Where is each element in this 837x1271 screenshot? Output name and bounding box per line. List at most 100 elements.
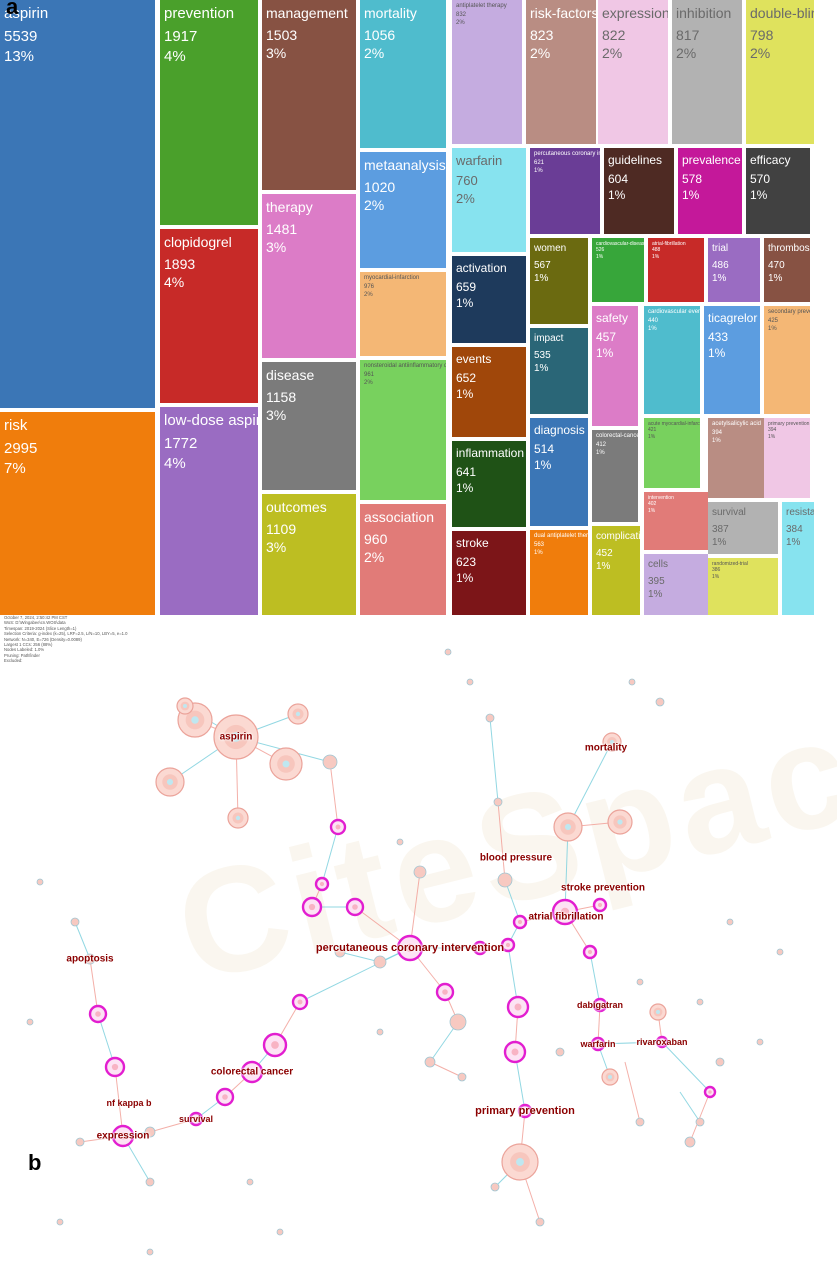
treemap-tile-warfarin: warfarin 760 2%: [452, 148, 526, 252]
panel-b-label: b: [28, 1150, 42, 1175]
treemap-tile-label: cardiovascular-disease: [596, 241, 644, 247]
treemap-tile-percent: 2%: [364, 549, 385, 566]
treemap-tile-label: survival: [712, 507, 746, 518]
network-label-atrial-fibrillation: atrial fibrillation: [528, 911, 604, 923]
treemap-tile-value: 641: [456, 465, 477, 479]
network-node-small: [555, 1047, 565, 1057]
treemap-tile-value: 514: [534, 442, 555, 456]
meta-line: Timespan: 2019-2024 (Slice Length=1): [4, 625, 77, 631]
treemap-tile-value: 425: [768, 317, 779, 324]
network-node-core: [119, 1132, 127, 1140]
treemap-tile-label: complications: [596, 531, 640, 542]
treemap-tile-percent: 1%: [750, 188, 768, 203]
meta-line: Nodes Labeled: 1.0%: [4, 647, 45, 653]
treemap-tile-value: 567: [534, 259, 551, 271]
network-node-small: [146, 1248, 154, 1256]
treemap-tile-inflammation: inflammation 641 1%: [452, 441, 526, 527]
treemap-tile-percent: 1%: [596, 561, 611, 572]
network-node-core: [514, 1003, 522, 1011]
network-node-small: [493, 797, 503, 807]
network-node-small: [334, 946, 346, 958]
network-node-small: [636, 978, 644, 986]
panel-a-label: a: [6, 0, 19, 19]
treemap-tile-percent: 1%: [768, 273, 783, 284]
treemap-tile-value: 659: [456, 280, 477, 294]
network-node-small: [490, 1182, 500, 1192]
network-node-core: [597, 1002, 603, 1008]
treemap-tile-label: percutaneous coronary intervention: [534, 151, 600, 157]
treemap-tile-percent: 1%: [456, 387, 474, 402]
treemap-tile-label: cells: [648, 559, 669, 570]
treemap-tile-percent: 1%: [712, 437, 721, 444]
treemap-tile-value: 452: [596, 547, 613, 559]
treemap-tile-women: women 567 1%: [530, 238, 588, 324]
treemap-tile-label: stroke: [456, 536, 489, 550]
treemap-tile-percent: 3%: [266, 407, 287, 424]
treemap-tile-label: thrombosis: [768, 243, 810, 254]
network-label-dabigatran: dabigatran: [576, 1000, 624, 1010]
treemap-tile-percent: 1%: [768, 325, 777, 332]
treemap-tile-percent: 4%: [164, 274, 185, 291]
treemap-tile-percent: 3%: [266, 539, 287, 556]
network-edge: [689, 1091, 711, 1143]
treemap-tile-percent: 2%: [676, 45, 697, 62]
treemap-tile-value: 387: [712, 523, 729, 535]
treemap-tile-value: 386: [712, 567, 721, 574]
meta-line: Excluded:: [4, 658, 23, 664]
network-node-core: [235, 815, 241, 821]
network-edge: [589, 951, 601, 1006]
treemap-tile-label: diagnosis: [534, 423, 585, 437]
network-node-core: [111, 1063, 119, 1071]
network-node-core: [193, 1116, 199, 1122]
treemap-tile-label: warfarin: [456, 153, 503, 168]
network-node-small: [715, 1057, 725, 1067]
treemap-tile-risk: risk 2995 7%: [0, 412, 155, 615]
network-node-small: [70, 917, 80, 927]
network-node-core: [522, 1108, 528, 1114]
network-node-core: [587, 949, 593, 955]
treemap-tile-percent: 1%: [608, 188, 626, 203]
network-label-mortality: mortality: [584, 742, 628, 754]
network-node-small: [373, 955, 387, 969]
treemap-tile-label: impact: [534, 333, 564, 344]
network-node-core: [660, 1040, 664, 1044]
network-graph: [26, 648, 784, 1256]
treemap-tile-management: management 1503 3%: [262, 0, 356, 190]
network-node-small: [424, 1056, 436, 1068]
treemap-tile-value: 822: [602, 26, 626, 43]
treemap-tile-value: 961: [364, 371, 375, 378]
treemap-tile-label: trial: [712, 243, 729, 254]
treemap-tile-acetylsalicylic-acid: acetylsalicylic acid 394 1%: [708, 418, 764, 498]
network-node-small: [756, 1038, 764, 1046]
network-label-aspirin: aspirin: [219, 731, 253, 743]
network-edge: [89, 958, 99, 1015]
network-node-small: [485, 713, 495, 723]
treemap-tile-percent: 2%: [750, 45, 771, 62]
treemap-tile-value: 440: [648, 317, 659, 324]
network-node-core: [617, 819, 623, 825]
treemap-tile-value: 976: [364, 283, 375, 290]
treemap-tile-label: inflammation: [456, 446, 525, 460]
treemap-tile-value: 798: [750, 26, 774, 43]
treemap-tile-colorectal-cancer: colorectal-cancer 412 1%: [592, 430, 638, 522]
network-node-small: [413, 865, 427, 879]
treemap-tile-label: risk-factors: [530, 5, 596, 21]
treemap-tile-label: nonsteroidal antiinflammatory drugs: [364, 363, 446, 369]
treemap-tile-value: 1772: [164, 434, 198, 452]
network-node-core: [564, 823, 572, 831]
treemap-tile-label: outcomes: [266, 499, 327, 515]
treemap-tile-label: randomized-trial: [712, 561, 748, 567]
treemap-tile-guidelines: guidelines 604 1%: [604, 148, 674, 234]
treemap-tile-value: 1893: [164, 255, 196, 272]
treemap-tile-label: therapy: [266, 199, 313, 215]
treemap-tile-percent: 13%: [4, 48, 35, 65]
treemap-tile-atrial-fibrillation: atrial-fibrillation 488 1%: [648, 238, 704, 302]
treemap-tile-percent: 2%: [456, 190, 475, 206]
treemap-tile-value: 823: [530, 26, 554, 43]
treemap-tile-percent: 1%: [596, 346, 614, 361]
treemap-tile-value: 563: [534, 541, 545, 548]
network-node-small: [144, 1126, 156, 1138]
network-node-small: [696, 998, 704, 1006]
network-node-core: [656, 1010, 660, 1014]
